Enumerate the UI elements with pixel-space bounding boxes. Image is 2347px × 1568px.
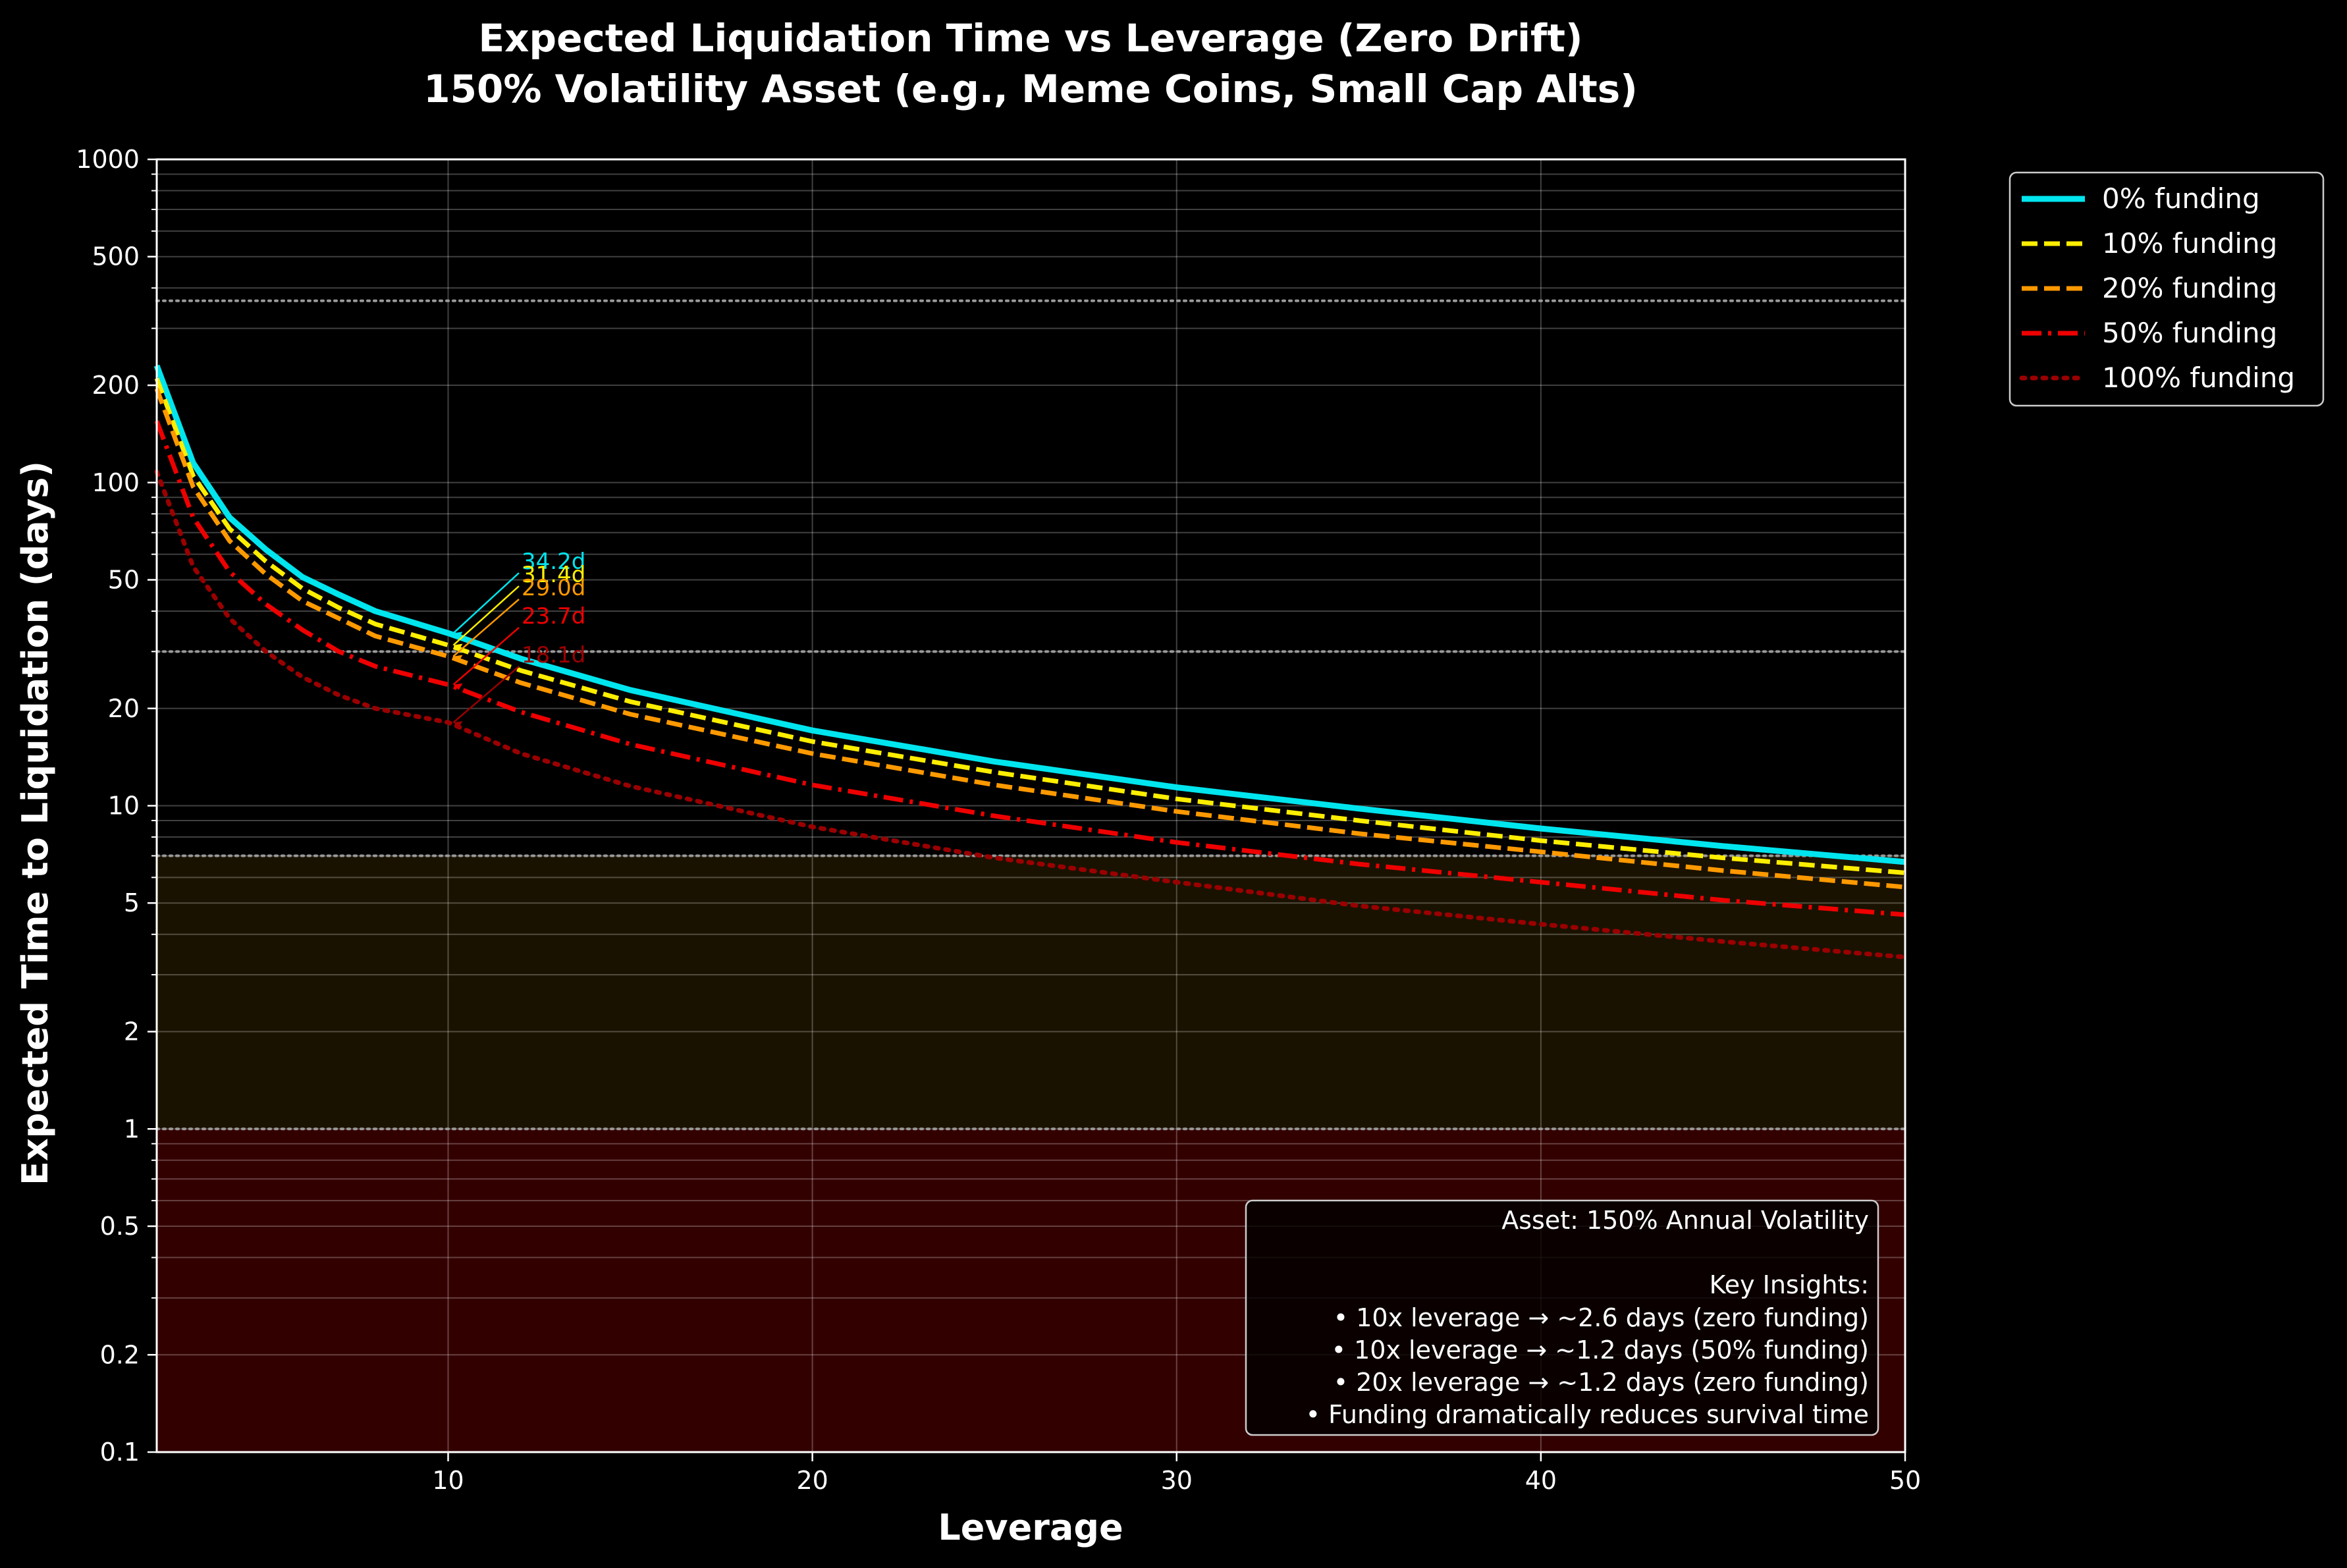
y-tick-label: 2	[124, 1017, 140, 1046]
annotation-arrowhead	[453, 643, 463, 651]
annotation-label: 31.4d	[522, 562, 585, 588]
series-line	[154, 469, 1908, 960]
annotation-label: 29.0d	[522, 575, 585, 601]
annotation-label: 23.7d	[522, 603, 585, 630]
shaded-region	[157, 855, 1905, 1129]
legend-label: 100% funding	[2102, 362, 2295, 394]
info-box-line: • 20x leverage → ~1.2 days (zero funding…	[1334, 1368, 1869, 1397]
info-box: Asset: 150% Annual Volatility Key Insigh…	[1245, 1199, 1879, 1436]
info-box-heading: Asset: 150% Annual Volatility	[1501, 1206, 1869, 1235]
y-tick-label: 50	[108, 565, 140, 594]
chart-title: Expected Liquidation Time vs Leverage (Z…	[479, 16, 1583, 61]
annotation-arrowhead	[453, 683, 463, 690]
y-tick-label: 0.5	[100, 1212, 140, 1241]
x-tick-label: 10	[432, 1466, 464, 1495]
y-tick-label: 500	[92, 242, 140, 271]
y-tick-label: 5	[124, 888, 140, 917]
annotation-arrow	[452, 572, 520, 634]
annotation-label: 18.1d	[522, 642, 585, 668]
x-axis-label: Leverage	[938, 1507, 1123, 1548]
annotation-arrow	[452, 599, 520, 657]
legend: 0% funding 10% funding 20% funding 50% fund…	[2009, 171, 2325, 407]
info-box-subheading: Key Insights:	[1710, 1270, 1869, 1299]
y-axis-label: Expected Time to Liquidation (days)	[14, 461, 56, 1185]
series-line	[154, 377, 1906, 875]
y-tick-label: 20	[108, 694, 140, 723]
x-tick-label: 40	[1525, 1466, 1557, 1495]
info-box-frame	[1245, 1199, 1879, 1436]
y-tick-label: 1000	[76, 145, 140, 174]
legend-label: 10% funding	[2102, 227, 2277, 259]
x-tick-label: 30	[1161, 1466, 1193, 1495]
y-tick-label: 0.1	[100, 1438, 140, 1467]
y-tick-label: 200	[92, 371, 140, 400]
info-box-line: • Funding dramatically reduces survival …	[1306, 1400, 1869, 1429]
series-line	[153, 364, 1906, 865]
annotation-arrow	[452, 627, 520, 686]
y-tick-label: 0.2	[100, 1340, 140, 1369]
legend-frame	[2009, 171, 2325, 407]
legend-label: 20% funding	[2102, 272, 2277, 304]
info-box-line: • 10x leverage → ~1.2 days (50% funding)	[1332, 1336, 1869, 1365]
annotation-arrowhead	[453, 655, 463, 662]
legend-label: 0% funding	[2102, 182, 2260, 215]
legend-label: 50% funding	[2102, 317, 2277, 349]
annotation-arrowhead	[453, 632, 463, 639]
annotation-label: 34.2d	[522, 549, 585, 575]
y-tick-label: 1	[124, 1114, 140, 1143]
x-tick-label: 50	[1889, 1466, 1921, 1495]
annotation-arrow	[452, 666, 520, 723]
chart-subtitle: 150% Volatility Asset (e.g., Meme Coins,…	[423, 67, 1637, 111]
y-tick-label: 10	[108, 792, 140, 821]
x-tick-label: 20	[796, 1466, 828, 1495]
series-line	[154, 388, 1906, 890]
y-tick-label: 100	[92, 468, 140, 497]
annotation-arrowhead	[453, 721, 463, 728]
annotation-arrow	[452, 585, 520, 646]
info-box-line: • 10x leverage → ~2.6 days (zero funding…	[1334, 1303, 1869, 1332]
